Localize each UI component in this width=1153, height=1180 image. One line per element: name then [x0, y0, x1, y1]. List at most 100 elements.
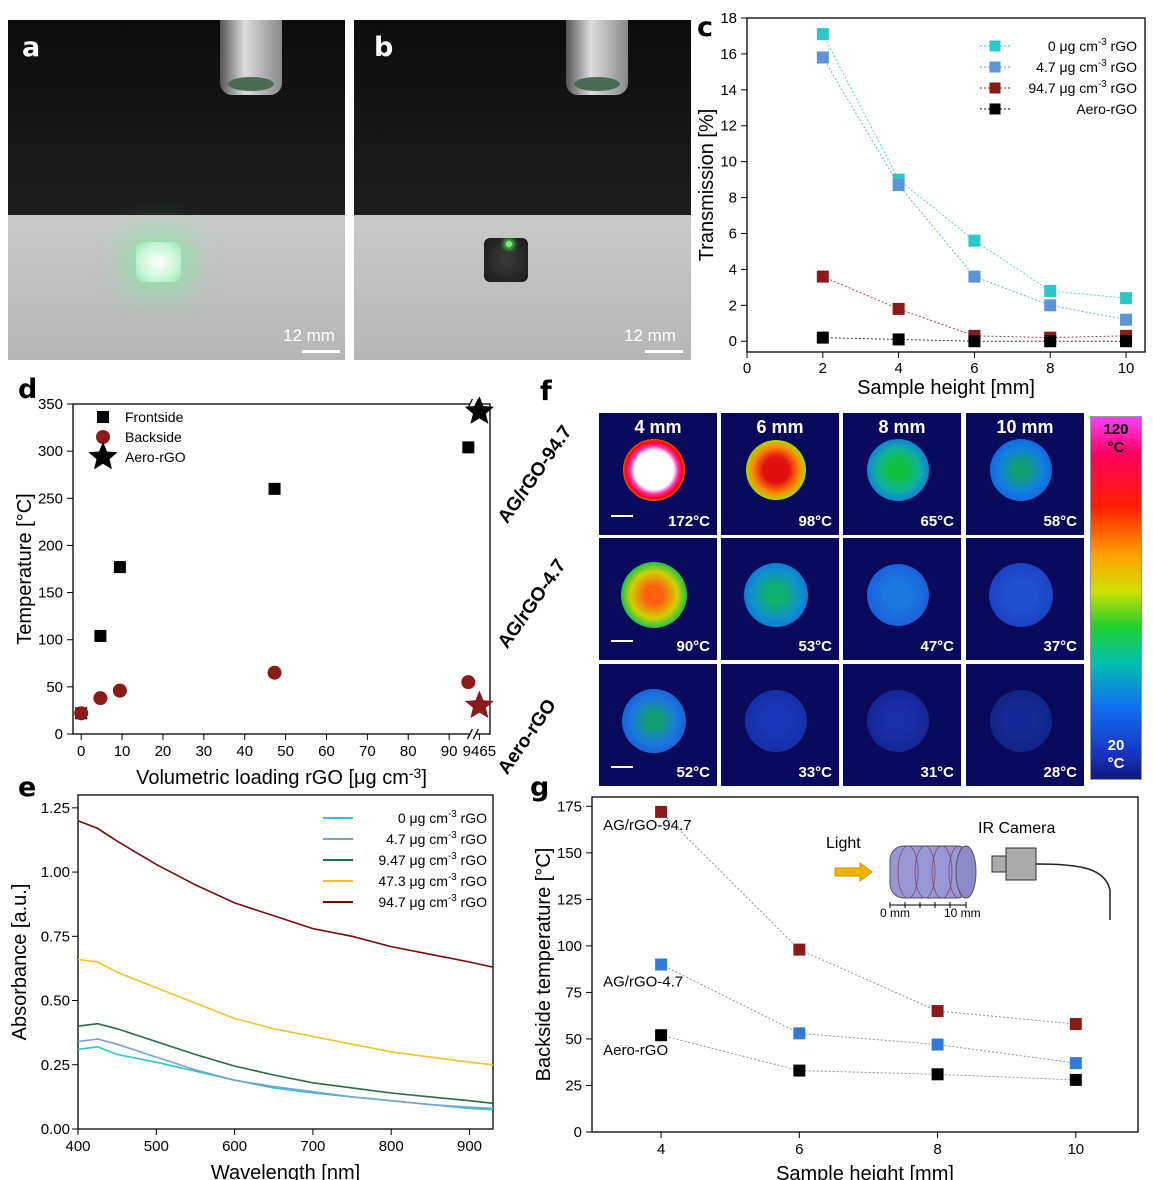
legend-label: 9.47 μg cm-3 rGO	[378, 851, 487, 868]
x-axis-title: Wavelength [nm]	[211, 1162, 360, 1180]
y-tick-label: 0	[729, 333, 737, 350]
y-tick-label: 0.25	[41, 1057, 70, 1074]
sample-face-icon	[955, 845, 977, 899]
series-line	[822, 337, 1127, 342]
y-tick-label: 350	[38, 396, 63, 413]
data-point	[892, 179, 905, 191]
ir-temperature: 172°C	[668, 513, 710, 530]
series-line	[77, 1038, 494, 1110]
colorbar-min-label: 20 °C	[1107, 737, 1125, 772]
ir-temperature: 53°C	[798, 638, 832, 655]
scale-label-b: 12 mm	[624, 326, 676, 345]
data-point	[816, 331, 829, 344]
x-tick-label: 9465	[463, 743, 496, 760]
laser-pointer-icon	[566, 20, 628, 95]
x-tick-label: 10	[1118, 360, 1135, 377]
legend-marker	[989, 40, 1001, 52]
scale-bar-b	[645, 350, 683, 353]
data-point	[892, 333, 905, 346]
data-point	[1120, 335, 1133, 348]
y-axis-title: Transmission [%]	[696, 109, 718, 262]
x-axis-title: Volumetric loading rGO [μg cm-3]	[136, 765, 427, 789]
ir-image: 47°C	[842, 537, 962, 661]
legend-marker	[97, 411, 109, 423]
data-point	[94, 629, 107, 642]
plot-frame	[77, 794, 494, 1130]
y-tick-label: 300	[38, 443, 63, 460]
heat-spot	[867, 564, 929, 626]
ir-temperature: 47°C	[920, 638, 954, 655]
heat-spot	[621, 562, 687, 628]
y-tick-label: 0.00	[41, 1121, 70, 1138]
x-tick-label: 500	[144, 1138, 169, 1155]
legend-marker	[989, 103, 1001, 115]
data-point	[1120, 313, 1133, 326]
ir-temperature: 52°C	[676, 764, 710, 781]
legend-label: 94.7 μg cm-3 rGO	[378, 893, 487, 910]
data-point	[655, 805, 668, 818]
y-tick-label: 16	[720, 46, 737, 63]
axis-break-gap	[469, 399, 477, 409]
data-point	[268, 482, 281, 495]
data-point	[793, 1064, 806, 1077]
data-point	[1044, 299, 1057, 312]
y-axis-title: Temperature [°C]	[14, 493, 36, 644]
y-tick-label: 14	[720, 82, 737, 99]
data-point	[931, 1068, 944, 1081]
data-point	[93, 691, 108, 706]
ir-image: 33°C	[720, 663, 840, 787]
series-label: AG/rGO-94.7	[603, 817, 691, 834]
data-point	[655, 1029, 668, 1042]
x-tick-label: 8	[1046, 360, 1054, 377]
ir-row-label: AG/rGO-4.7	[493, 555, 571, 653]
data-point	[655, 958, 668, 971]
x-tick-label: 0	[743, 360, 751, 377]
y-tick-label: 4	[729, 261, 737, 278]
ir-column-header: 4 mm	[634, 417, 682, 437]
panel-c-label: c	[697, 12, 714, 43]
ir-temperature: 58°C	[1043, 513, 1077, 530]
y-tick-label: 1.00	[41, 864, 70, 881]
light-arrow-icon	[834, 862, 873, 882]
data-point	[1069, 1018, 1082, 1031]
panel-d-label: d	[18, 374, 38, 405]
data-point	[892, 302, 905, 315]
ir-image: 8 mm 65°C	[842, 412, 962, 536]
y-tick-label: 150	[557, 845, 582, 862]
chart-absorbance: 400 500 600 700 800 900 0.00 0.25 0.50 0.75 1.00 1.…	[9, 794, 494, 1180]
y-tick-label: 200	[38, 537, 63, 554]
legend-marker	[96, 430, 110, 444]
x-tick-label: 6	[795, 1141, 803, 1158]
ir-column-header: 6 mm	[756, 417, 804, 437]
y-tick-label: 50	[46, 679, 63, 696]
panel-g-label: g	[530, 772, 550, 803]
series-line	[660, 811, 1076, 1025]
data-point	[1120, 292, 1133, 305]
y-tick-label: 8	[729, 190, 737, 207]
ir-temperature: 90°C	[676, 638, 710, 655]
camera-lens-icon	[991, 855, 1007, 873]
heat-spot	[623, 439, 685, 501]
series-line	[660, 1034, 1076, 1081]
data-point	[1044, 335, 1057, 348]
inset-camera-label: IR Camera	[978, 820, 1055, 837]
y-tick-label: 10	[720, 154, 737, 171]
legend-label: 0 μg cm-3 rGO	[1048, 37, 1137, 54]
ir-temperature: 65°C	[920, 513, 954, 530]
heat-spot	[744, 563, 808, 627]
data-point	[1069, 1057, 1082, 1070]
ir-image: 37°C	[965, 537, 1085, 661]
ir-image: 31°C	[842, 663, 962, 787]
y-tick-label: 100	[38, 632, 63, 649]
ir-image: 52°C	[598, 663, 718, 787]
y-tick-label: 175	[557, 798, 582, 815]
y-tick-label: 2	[729, 297, 737, 314]
axis-break-gap	[469, 729, 477, 739]
y-tick-label: 12	[720, 118, 737, 135]
ir-image: 53°C	[720, 537, 840, 661]
chart-transmission: 0 2 4 6 8 10 0 2 4 6 8 10 12 14 16 18 Sample height [mm]…	[696, 10, 1146, 399]
legend-label: Backside	[125, 429, 182, 445]
data-point	[464, 690, 494, 719]
x-tick-label: 400	[65, 1138, 90, 1155]
